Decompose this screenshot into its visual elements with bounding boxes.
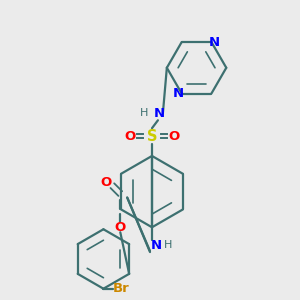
Text: N: N [173, 87, 184, 100]
Text: O: O [101, 176, 112, 189]
Text: Br: Br [113, 282, 130, 295]
Text: O: O [124, 130, 136, 142]
Text: N: N [150, 238, 161, 252]
Text: N: N [153, 107, 164, 120]
Text: O: O [115, 221, 126, 234]
Text: O: O [168, 130, 179, 142]
Text: H: H [140, 108, 148, 118]
Text: S: S [147, 129, 157, 144]
Text: H: H [164, 240, 172, 250]
Text: N: N [209, 35, 220, 49]
